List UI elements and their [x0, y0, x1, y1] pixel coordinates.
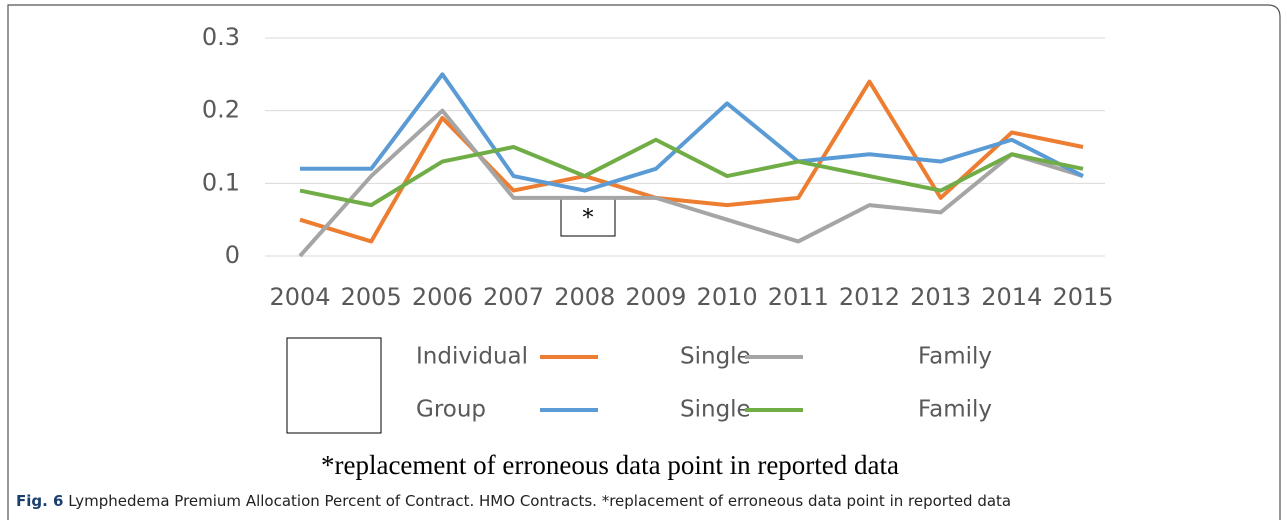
series-line — [299, 137, 1084, 208]
x-tick-label: 2005 — [341, 283, 402, 311]
x-tick-label: 2008 — [554, 283, 615, 311]
legend-label: Family — [918, 397, 992, 423]
x-tick-label: 2010 — [697, 283, 758, 311]
y-tick-label: 0.3 — [202, 23, 240, 51]
frame — [7, 4, 1281, 520]
x-tick-label: 2013 — [910, 283, 971, 311]
x-tick-label: 2006 — [412, 283, 473, 311]
caption-label: Fig. 6 — [16, 492, 63, 510]
legend-row-label: Group — [416, 397, 486, 423]
caption: Fig. 6 Lymphedema Premium Allocation Per… — [16, 492, 1011, 510]
y-tick-label: 0.2 — [202, 96, 240, 124]
y-tick-label: 0 — [225, 241, 240, 269]
legend-label: Single — [680, 397, 751, 423]
caption-text: Lymphedema Premium Allocation Percent of… — [63, 492, 1011, 510]
series-line — [300, 72, 1084, 193]
legend-row-label: Individual — [416, 344, 528, 370]
annotation: * — [583, 206, 594, 231]
x-tick-label: 2009 — [625, 283, 686, 311]
x-tick-label: 2004 — [269, 283, 330, 311]
series-line — [299, 79, 1084, 244]
x-tick-label: 2012 — [839, 283, 900, 311]
series-line — [298, 108, 1084, 258]
legend-label: Single — [680, 344, 751, 370]
annotation-box — [560, 197, 616, 237]
y-tick-label: 0.1 — [202, 168, 240, 196]
legend-label: Family — [918, 344, 992, 370]
x-tick-label: 2015 — [1052, 283, 1113, 311]
x-tick-label: 2007 — [483, 283, 544, 311]
x-tick-label: 2014 — [981, 283, 1042, 311]
footnote: *replacement of erroneous data point in … — [321, 450, 899, 480]
x-tick-label: 2011 — [768, 283, 829, 311]
legend-box — [286, 337, 382, 434]
